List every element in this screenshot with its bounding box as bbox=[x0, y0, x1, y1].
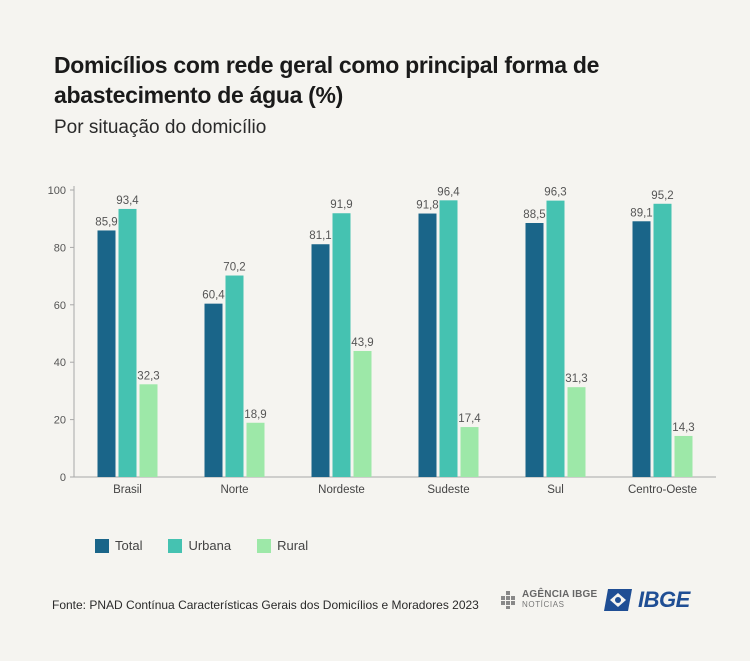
data-label: 93,4 bbox=[116, 195, 139, 207]
y-tick-label: 100 bbox=[48, 185, 66, 197]
data-label: 81,1 bbox=[309, 230, 331, 242]
y-tick-label: 40 bbox=[54, 357, 66, 369]
bar-urbana-nordeste bbox=[332, 213, 351, 477]
ibge-logo: IBGE bbox=[604, 587, 690, 613]
source-note: Fonte: PNAD Contínua Características Ger… bbox=[52, 598, 479, 612]
legend-item-urbana: Urbana bbox=[168, 538, 231, 553]
agencia-line2: NOTÍCIAS bbox=[522, 600, 565, 609]
bar-urbana-sudeste bbox=[439, 200, 458, 477]
bar-rural-sul bbox=[567, 387, 586, 477]
data-label: 70,2 bbox=[223, 262, 245, 274]
bar-total-sul bbox=[525, 223, 544, 477]
legend-swatch-urbana bbox=[168, 538, 183, 553]
x-tick-label: Sul bbox=[547, 484, 564, 496]
bar-total-sudeste bbox=[418, 213, 437, 477]
data-label: 60,4 bbox=[202, 290, 225, 302]
agencia-line1: AGÊNCIA IBGE bbox=[522, 589, 598, 600]
bar-urbana-centro-oeste bbox=[653, 203, 672, 477]
bar-urbana-norte bbox=[225, 275, 244, 477]
legend-item-rural: Rural bbox=[257, 538, 308, 553]
data-label: 89,1 bbox=[630, 207, 652, 219]
data-label: 31,3 bbox=[565, 373, 587, 385]
x-tick-label: Norte bbox=[220, 484, 248, 496]
x-tick-label: Sudeste bbox=[427, 484, 469, 496]
agencia-ibge-icon bbox=[501, 591, 515, 609]
bar-rural-norte bbox=[246, 422, 265, 477]
y-tick-label: 20 bbox=[54, 415, 66, 427]
data-label: 88,5 bbox=[523, 209, 545, 221]
data-label: 18,9 bbox=[244, 409, 266, 421]
bar-rural-brasil bbox=[139, 384, 158, 477]
bar-total-centro-oeste bbox=[632, 221, 651, 477]
data-label: 91,9 bbox=[330, 199, 352, 211]
bar-rural-centro-oeste bbox=[674, 435, 693, 477]
legend-swatch-rural bbox=[257, 538, 272, 553]
chart-legend: Total Urbana Rural bbox=[95, 538, 308, 553]
legend-item-total: Total bbox=[95, 538, 142, 553]
bar-total-nordeste bbox=[311, 244, 330, 477]
data-label: 96,3 bbox=[544, 187, 566, 199]
data-label: 95,2 bbox=[651, 190, 673, 202]
bar-rural-sudeste bbox=[460, 427, 479, 477]
data-label: 96,4 bbox=[437, 186, 460, 198]
data-label: 17,4 bbox=[458, 413, 481, 425]
x-tick-label: Nordeste bbox=[318, 484, 365, 496]
x-tick-label: Brasil bbox=[113, 484, 142, 496]
legend-label-total: Total bbox=[115, 538, 143, 553]
data-label: 32,3 bbox=[137, 370, 159, 382]
ibge-wordmark: IBGE bbox=[638, 587, 690, 612]
data-label: 91,8 bbox=[416, 200, 438, 212]
y-tick-label: 0 bbox=[60, 472, 66, 484]
y-tick-label: 60 bbox=[54, 300, 66, 312]
data-label: 43,9 bbox=[351, 337, 373, 349]
legend-swatch-total bbox=[95, 538, 109, 553]
x-tick-label: Centro-Oeste bbox=[628, 484, 697, 496]
chart-subtitle: Por situação do domicílio bbox=[54, 117, 267, 138]
agencia-ibge-logo: AGÊNCIA IBGE NOTÍCIAS bbox=[498, 590, 597, 610]
data-label: 14,3 bbox=[672, 422, 694, 434]
bar-rural-nordeste bbox=[353, 351, 372, 477]
bar-total-brasil bbox=[97, 230, 116, 477]
y-tick-label: 80 bbox=[54, 242, 66, 254]
bar-total-norte bbox=[204, 303, 223, 477]
bar-chart: 0 20 40 60 80 100 85,9 93,4 32,3 Brasil 60,4 70,2 18… bbox=[48, 185, 716, 496]
legend-label-rural: Rural bbox=[277, 538, 309, 553]
bar-urbana-sul bbox=[546, 200, 565, 477]
ibge-emblem-icon bbox=[604, 589, 632, 611]
chart-title: Domicílios com rede geral como principal… bbox=[54, 52, 600, 108]
bar-urbana-brasil bbox=[118, 208, 137, 477]
legend-label-urbana: Urbana bbox=[188, 538, 232, 553]
data-label: 85,9 bbox=[95, 216, 117, 228]
